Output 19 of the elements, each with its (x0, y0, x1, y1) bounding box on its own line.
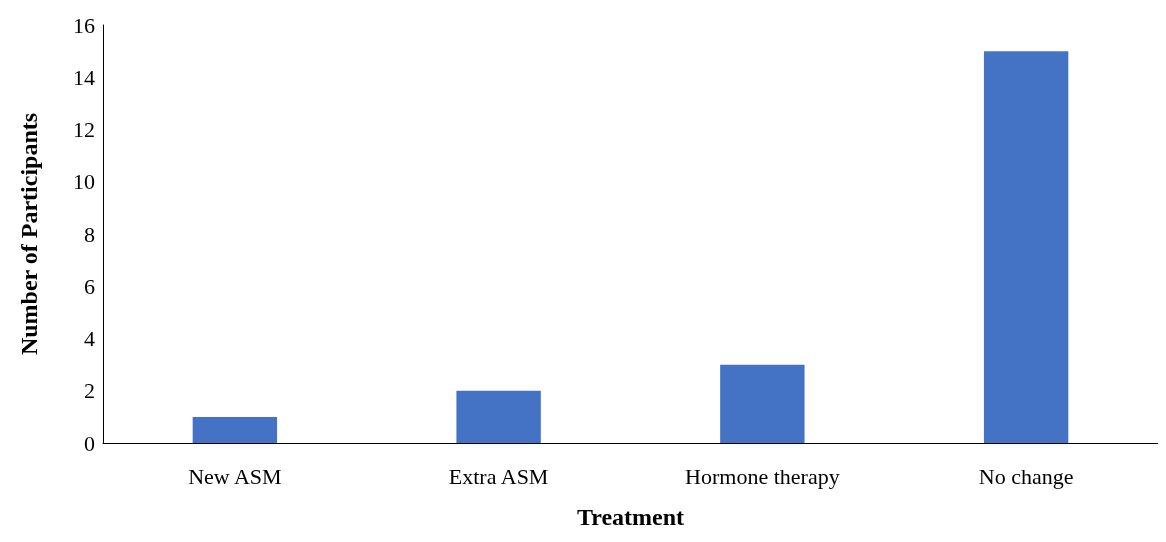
x-tick-label: Extra ASM (448, 463, 549, 489)
y-tick-label: 14 (73, 64, 95, 90)
y-tick-label: 12 (73, 117, 95, 142)
bar (983, 51, 1069, 443)
x-axis-title: Treatment (576, 504, 685, 530)
bar (456, 390, 541, 443)
y-tick-label: 0 (84, 430, 95, 456)
y-axis-title: Number of Participants (16, 112, 42, 356)
y-tick-label: 16 (73, 12, 95, 38)
x-tick-label: Hormone therapy (685, 463, 840, 489)
bar (720, 364, 805, 443)
bar (192, 416, 278, 443)
y-tick-label: 2 (84, 378, 95, 404)
y-tick-label: 6 (84, 273, 95, 299)
x-tick-label: New ASM (188, 463, 282, 489)
x-tick-label: No change (978, 463, 1074, 489)
y-tick-label: 8 (84, 221, 95, 247)
y-tick-label: 4 (84, 326, 95, 351)
y-tick-label: 10 (73, 169, 95, 195)
